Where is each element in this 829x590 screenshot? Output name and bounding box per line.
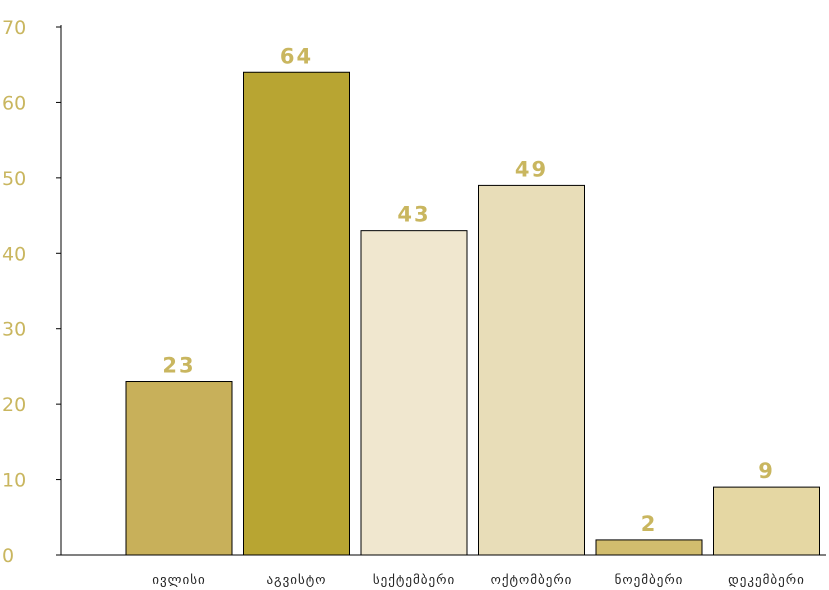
y-tick-label: 40 xyxy=(2,243,26,265)
y-tick-label: 60 xyxy=(2,92,26,114)
y-tick-label: 70 xyxy=(2,17,26,39)
y-tick-label: 50 xyxy=(2,168,26,190)
bar xyxy=(478,184,585,556)
bar xyxy=(595,539,703,556)
y-tick-label: 20 xyxy=(2,394,26,416)
x-tick-label: ოქტომბერი xyxy=(491,573,573,588)
data-label: 64 xyxy=(280,44,313,68)
data-label: 49 xyxy=(515,157,548,181)
y-axis-ticks: 0 10 20 30 40 50 60 70 xyxy=(2,17,61,567)
data-label: 23 xyxy=(162,354,195,378)
bar xyxy=(125,381,233,556)
bar xyxy=(360,230,468,556)
data-label: 2 xyxy=(641,512,658,536)
y-tick-label: 30 xyxy=(2,319,26,341)
x-tick-label: დეკემბერი xyxy=(728,573,805,588)
x-tick-label: ივლისი xyxy=(152,573,205,588)
y-tick-label: 0 xyxy=(2,545,14,567)
bar xyxy=(243,71,350,556)
data-label: 43 xyxy=(397,203,430,227)
data-labels: 23 64 43 49 2 9 xyxy=(162,44,775,536)
x-tick-label: აგვისტო xyxy=(266,573,326,588)
data-label: 9 xyxy=(758,459,775,483)
x-tick-label: სექტემბერი xyxy=(373,573,455,588)
y-tick-label: 10 xyxy=(2,470,26,492)
x-tick-label: ნოემბერი xyxy=(615,573,684,588)
category-labels: ივლისი აგვისტო სექტემბერი ოქტომბერი ნოემბერი… xyxy=(152,573,805,588)
bars xyxy=(125,71,820,556)
bar xyxy=(713,486,820,556)
